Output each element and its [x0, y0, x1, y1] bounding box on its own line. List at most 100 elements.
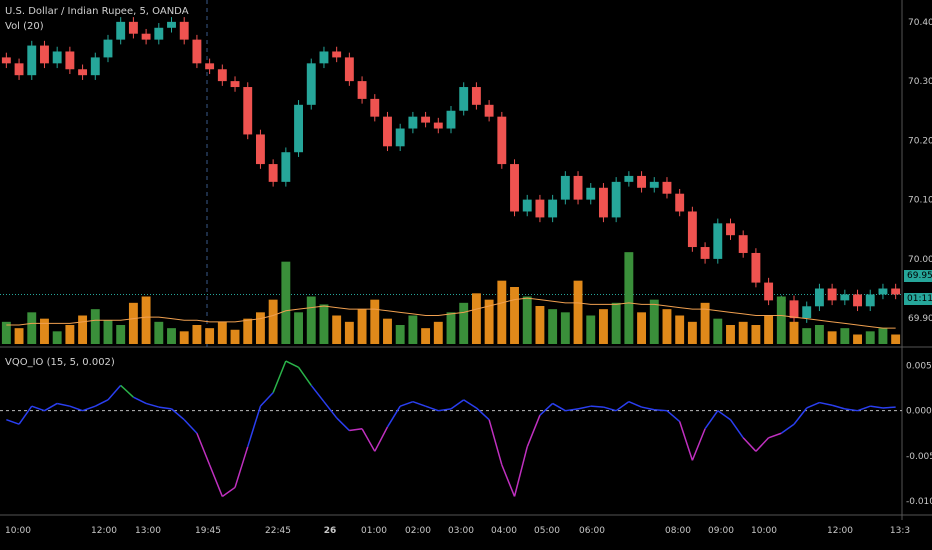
indicator-segment	[488, 419, 503, 466]
current-price-tag: 69.952	[904, 270, 932, 282]
candle-body	[675, 193, 685, 212]
indicator-segment	[310, 384, 325, 403]
indicator-segment	[590, 405, 604, 408]
volume-bar	[40, 318, 49, 344]
volume-bar	[471, 293, 481, 344]
indicator-segment	[349, 428, 363, 432]
indicator-segment	[780, 423, 795, 434]
volume-bar	[624, 252, 634, 344]
volume-bar	[205, 328, 215, 344]
candle-body	[408, 116, 418, 129]
candle-body	[40, 45, 49, 64]
volume-bar	[649, 299, 659, 344]
volume-bar	[433, 321, 443, 344]
indicator-segment	[133, 396, 147, 405]
candle-body	[510, 164, 519, 212]
candle-body	[344, 57, 354, 82]
volume-bar	[357, 309, 367, 344]
candle-body	[548, 199, 558, 218]
candle-body	[230, 81, 240, 88]
indicator-legend: VQO_IO (15, 5, 0.002)	[5, 357, 115, 368]
volume-bar	[878, 328, 888, 344]
indicator-segment	[18, 405, 33, 425]
indicator-segment	[666, 410, 681, 423]
volume-bar	[611, 302, 621, 344]
volume-bar	[243, 318, 253, 344]
volume-bar	[637, 312, 647, 344]
indicator-segment	[425, 405, 439, 412]
indicator-segment	[475, 407, 490, 421]
volume-bar	[751, 325, 761, 344]
volume-bar	[395, 325, 405, 344]
indicator-segment	[57, 402, 71, 407]
candle-body	[281, 152, 291, 182]
indicator-segment	[221, 486, 236, 498]
volume-bar	[853, 334, 862, 344]
candle-body	[141, 33, 151, 40]
indicator-segment	[704, 410, 719, 430]
volume-ma-line	[6, 297, 896, 329]
volume-bar	[383, 318, 392, 344]
price-tick-label: 69.900	[908, 314, 932, 324]
volume-bar	[687, 321, 697, 344]
candle-body	[255, 134, 265, 165]
volume-bar	[776, 296, 786, 344]
indicator-segment	[234, 446, 249, 488]
candle-body	[522, 199, 532, 212]
indicator-segment	[552, 402, 566, 412]
indicator-segment	[196, 432, 211, 466]
candle-body	[586, 187, 596, 200]
time-tick-label: 05:00	[534, 526, 560, 536]
volume-bar	[370, 299, 380, 344]
candle-body	[433, 122, 443, 129]
indicator-segment	[247, 405, 262, 448]
indicator-segment	[120, 384, 134, 398]
indicator-segment	[323, 401, 338, 419]
volume-bar	[90, 309, 100, 344]
indicator-segment	[628, 400, 642, 408]
candle-body	[802, 306, 812, 319]
volume-bar	[179, 331, 189, 344]
indicator-segment	[870, 405, 884, 409]
candle-body	[649, 181, 659, 188]
volume-bar	[103, 320, 113, 344]
indicator-segment	[171, 408, 185, 421]
candle-body	[560, 175, 570, 200]
candle-body	[154, 27, 164, 40]
volume-bar	[446, 312, 456, 344]
candle-body	[624, 175, 634, 182]
indicator-segment	[412, 400, 426, 407]
volume-bar	[332, 315, 342, 344]
indicator-segment	[44, 402, 58, 412]
indicator-segment	[399, 400, 414, 407]
volume-bar	[65, 325, 75, 344]
volume-bar	[294, 312, 303, 344]
candle-body	[103, 39, 113, 58]
volume-bar	[128, 302, 138, 344]
volume-bar	[700, 302, 710, 344]
indicator-segment	[806, 401, 820, 409]
candle-body	[446, 110, 456, 129]
volume-bar	[319, 304, 329, 344]
candle-body	[751, 252, 761, 283]
candle-body	[865, 294, 875, 307]
volume-bar	[802, 328, 812, 344]
time-tick-label: 19:45	[195, 526, 221, 536]
candle-body	[827, 288, 837, 301]
candle-body	[662, 181, 672, 194]
volume-bar	[891, 334, 901, 344]
candle-body	[853, 294, 862, 307]
candle-body	[726, 223, 735, 236]
candle-body	[116, 21, 126, 40]
volume-bar	[141, 296, 151, 344]
indicator-segment	[374, 426, 389, 452]
volume-bar	[484, 299, 494, 344]
time-tick-label: 02:00	[405, 526, 431, 536]
candle-body	[167, 21, 176, 28]
indicator-segment	[831, 404, 846, 410]
volume-bar	[497, 280, 507, 344]
indicator-tick-label: -0.005	[906, 452, 932, 462]
indicator-segment	[603, 406, 617, 412]
price-tick-label: 70.30	[908, 77, 932, 87]
